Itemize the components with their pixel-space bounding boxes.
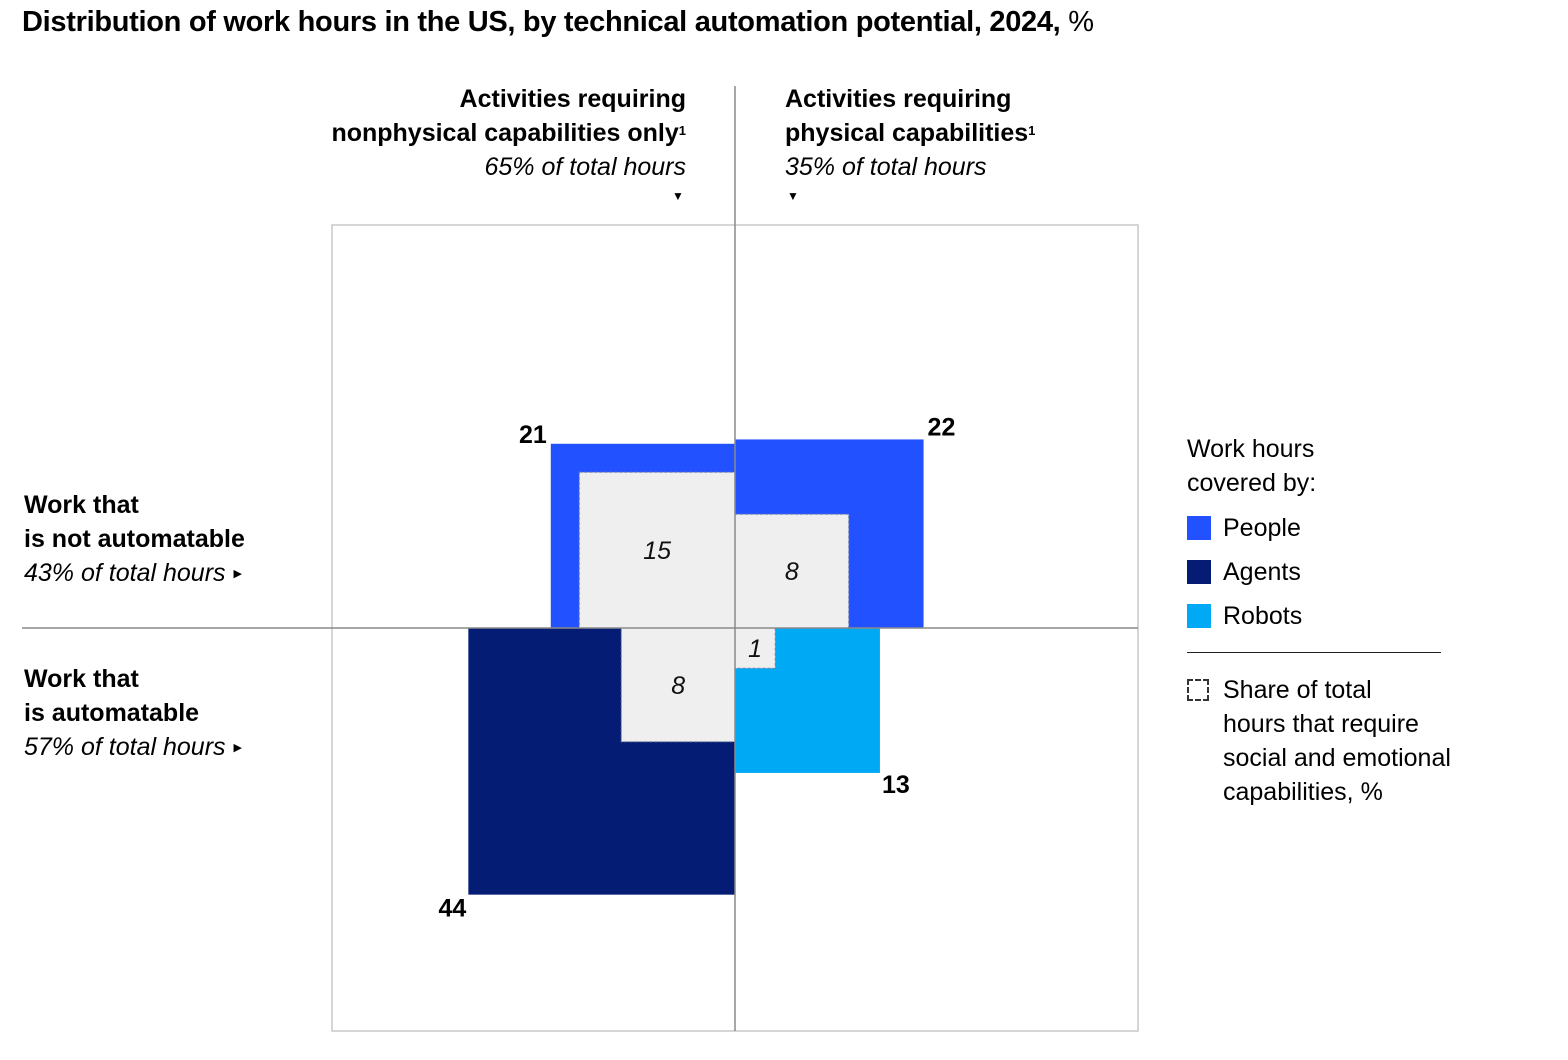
- social-emotional-label-bottom-left: 8: [671, 672, 685, 700]
- legend-title-line1: Work hours: [1187, 435, 1315, 463]
- row-header-automatable-line2: is automatable: [24, 699, 200, 727]
- column-header-physical-line2: physical capabilities1: [785, 116, 1035, 150]
- row-header-not-automatable-share: 43% of total hours ▶: [24, 556, 245, 591]
- legend-item-agents: Agents: [1187, 550, 1483, 594]
- chart-title-unit: %: [1060, 6, 1094, 38]
- footnote-marker: 1: [1028, 123, 1036, 138]
- column-header-nonphysical-line2: nonphysical capabilities only1: [331, 116, 686, 150]
- dashed-square-icon: [1187, 679, 1209, 701]
- right-triangle-icon: ▶: [233, 568, 242, 581]
- row-header-not-automatable-share-text: 43% of total hours: [24, 559, 226, 587]
- legend-item-people: People: [1187, 506, 1483, 550]
- row-header-not-automatable-line2: is not automatable: [24, 525, 245, 553]
- social-emotional-square-top-left: [578, 471, 736, 629]
- down-triangle-icon: ▼: [672, 189, 684, 203]
- row-header-not-automatable-line1: Work that: [24, 491, 139, 519]
- column-header-physical-share: 35% of total hours: [785, 153, 987, 181]
- legend: Work hours covered by: People Agents Rob…: [1187, 432, 1483, 809]
- row-header-not-automatable: Work that is not automatable 43% of tota…: [24, 488, 245, 591]
- legend-swatch-agents: [1187, 560, 1211, 584]
- legend-item-robots: Robots: [1187, 594, 1483, 638]
- chart-title-text: Distribution of work hours in the US, by…: [22, 6, 1061, 38]
- legend-label-social-emotional: Share of total hours that require social…: [1223, 673, 1483, 809]
- value-label-bottom-right: 13: [882, 771, 910, 799]
- social-emotional-label-top-right: 8: [785, 558, 799, 586]
- legend-share-line: hours that require: [1223, 710, 1419, 738]
- column-header-nonphysical-line2-text: nonphysical capabilities only: [331, 119, 679, 147]
- legend-label-people: People: [1223, 514, 1301, 542]
- legend-share-line: Share of total: [1223, 676, 1372, 704]
- column-header-nonphysical: Activities requiring nonphysical capabil…: [331, 82, 686, 184]
- legend-share-line: capabilities, %: [1223, 778, 1383, 806]
- value-label-top-right: 22: [928, 413, 956, 441]
- column-header-physical-line1: Activities requiring: [785, 85, 1012, 113]
- legend-share-line: social and emotional: [1223, 744, 1451, 772]
- legend-item-social-emotional: Share of total hours that require social…: [1187, 673, 1483, 809]
- social-emotional-label-top-left: 15: [643, 537, 671, 565]
- column-header-nonphysical-share: 65% of total hours: [484, 153, 686, 181]
- legend-divider: [1187, 652, 1441, 653]
- right-triangle-icon: ▶: [233, 742, 242, 755]
- down-triangle-icon: ▼: [787, 189, 799, 203]
- row-header-automatable: Work that is automatable 57% of total ho…: [24, 662, 242, 765]
- social-emotional-square-bottom-left: [620, 627, 736, 743]
- footnote-marker: 1: [678, 123, 686, 138]
- row-header-automatable-line1: Work that: [24, 665, 139, 693]
- column-header-nonphysical-line1: Activities requiring: [459, 85, 686, 113]
- social-emotional-label-bottom-right: 1: [748, 635, 762, 663]
- column-header-physical-line2-text: physical capabilities: [785, 119, 1029, 147]
- legend-title-line2: covered by:: [1187, 469, 1317, 497]
- legend-swatch-people: [1187, 516, 1211, 540]
- value-label-top-left: 21: [519, 421, 547, 449]
- column-header-physical: Activities requiring physical capabiliti…: [785, 82, 1035, 184]
- legend-label-robots: Robots: [1223, 602, 1303, 630]
- row-header-automatable-share: 57% of total hours ▶: [24, 730, 242, 765]
- legend-swatch-robots: [1187, 604, 1211, 628]
- legend-label-agents: Agents: [1223, 558, 1301, 586]
- social-emotional-square-top-right: [734, 513, 850, 629]
- value-label-bottom-left: 44: [439, 895, 467, 923]
- chart-title: Distribution of work hours in the US, by…: [22, 6, 1094, 39]
- row-header-automatable-share-text: 57% of total hours: [24, 733, 226, 761]
